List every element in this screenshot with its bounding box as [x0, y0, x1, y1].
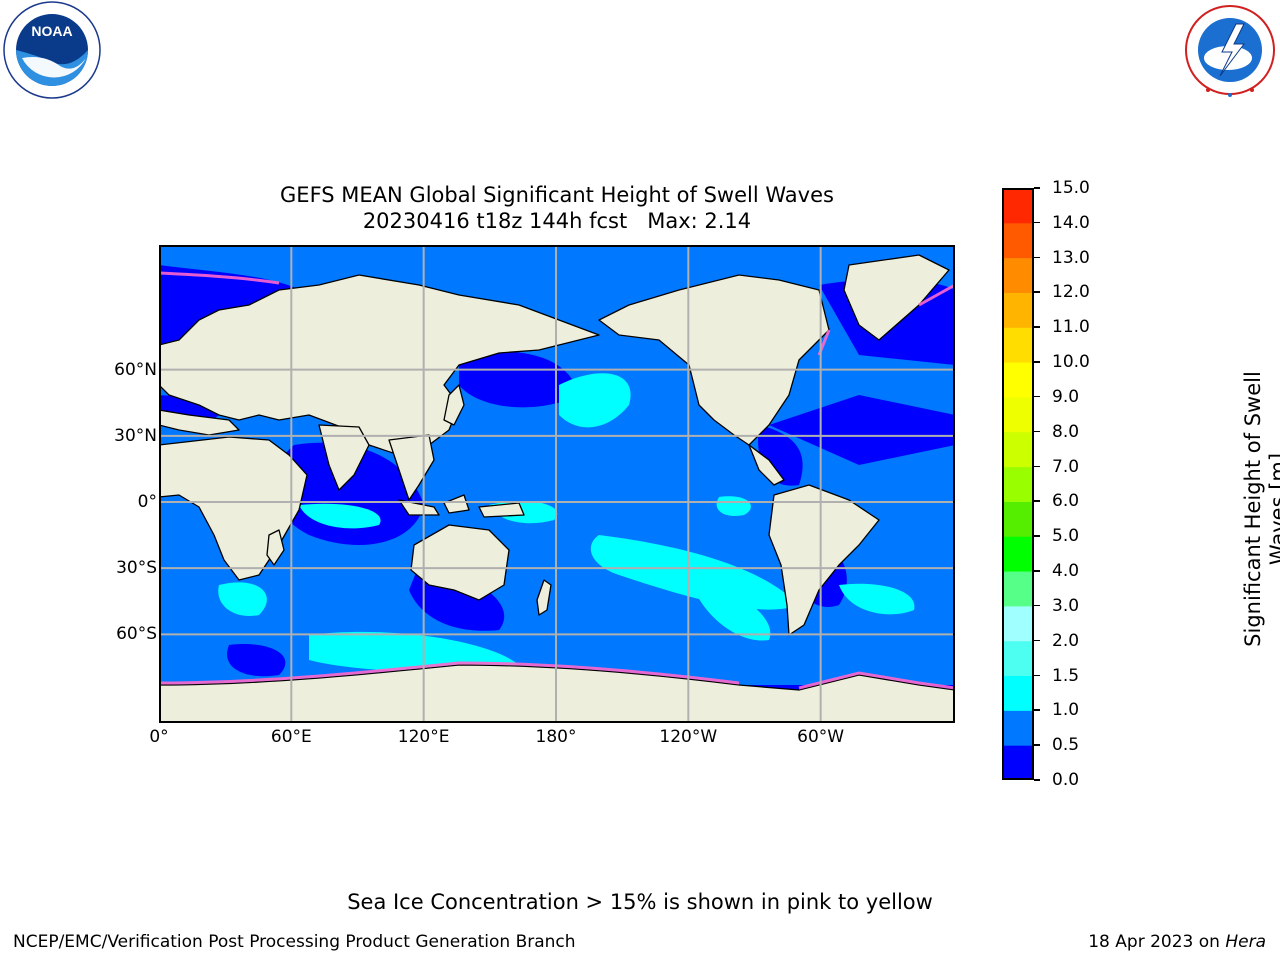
sea-ice: [160, 271, 954, 690]
footer-date-text: 18 Apr 2023: [1088, 932, 1194, 952]
colorbar-tick-label: 11.0: [1052, 317, 1090, 338]
lon-tick-label: 120°W: [659, 727, 718, 747]
colorbar-tick: [1034, 674, 1040, 677]
colorbar-tick-label: 9.0: [1052, 386, 1080, 407]
footer-host: Hera: [1225, 932, 1266, 952]
colorbar-title: Significant Height of Swell Waves [m]: [1056, 371, 1280, 647]
lat-tick-label: 30°S: [116, 558, 157, 579]
lat-tick-label: 30°N: [114, 425, 157, 446]
land-masses: [160, 254, 954, 722]
colorbar-tick-label: 5.0: [1052, 526, 1080, 547]
colorbar-tick: [1034, 291, 1040, 293]
colorbar-segment: [1002, 292, 1034, 328]
colorbar-tick: [1034, 256, 1040, 259]
colorbar-segment: [1002, 745, 1034, 780]
sea-ice-footnote: Sea Ice Concentration > 15% is shown in …: [347, 890, 933, 914]
colorbar-segment: [1002, 327, 1034, 363]
colorbar-tick: [1034, 500, 1040, 502]
colorbar-segment: [1002, 675, 1034, 711]
lat-tick-label: 60°N: [114, 359, 157, 380]
colorbar-tick-label: 14.0: [1052, 212, 1090, 233]
chart-subtitle: 20230416 t18z 144h fcst Max: 2.14: [362, 209, 752, 233]
lat-tick-label: 60°S: [116, 624, 157, 645]
colorbar-tick: [1034, 535, 1040, 537]
map-canvas: [159, 245, 955, 723]
map-border: [159, 245, 955, 723]
colorbar-tick: [1034, 361, 1040, 363]
lon-tick-label: 60°W: [797, 727, 845, 747]
colorbar-tick-label: 1.5: [1052, 665, 1080, 686]
colorbar-segment: [1002, 257, 1034, 293]
gridlines: [160, 246, 954, 722]
colorbar-segment: [1002, 188, 1034, 224]
svg-text:NOAA: NOAA: [31, 23, 72, 39]
lon-tick-label: 120°E: [397, 727, 450, 747]
colorbar-tick-label: 13.0: [1052, 247, 1090, 268]
lon-tick-label: 180°: [535, 727, 577, 747]
colorbar-border: [1002, 188, 1034, 780]
colorbar-title-line1: Significant Height of Swell: [1241, 371, 1265, 647]
colorbar-segment: [1002, 466, 1034, 502]
colorbar-tick-label: 10.0: [1052, 352, 1090, 373]
colorbar-tick: [1034, 639, 1040, 642]
colorbar-tick: [1034, 570, 1040, 572]
colorbar-segment: [1002, 222, 1034, 259]
colorbar-segment: [1002, 571, 1034, 607]
colorbar-tick-label: 3.0: [1052, 595, 1080, 616]
colorbar: [1002, 188, 1034, 780]
colorbar-tick: [1034, 744, 1040, 746]
colorbar-segment: [1002, 362, 1034, 398]
colorbar-tick: [1034, 604, 1040, 607]
colorbar-tick: [1034, 465, 1040, 468]
footer-date: 18 Apr 2023 on Hera: [1088, 932, 1266, 952]
colorbar-tick: [1034, 779, 1040, 781]
lon-tick-label: 0°: [149, 727, 169, 747]
swell-high-regions: [218, 373, 915, 672]
colorbar-title-line2: Waves [m]: [1266, 452, 1280, 566]
colorbar-segment: [1002, 501, 1034, 537]
colorbar-tick-label: 1.0: [1052, 700, 1080, 721]
colorbar-tick-label: 4.0: [1052, 561, 1080, 582]
colorbar-segment: [1002, 710, 1034, 746]
chart-title: GEFS MEAN Global Significant Height of S…: [280, 183, 834, 207]
colorbar-tick-label: 15.0: [1052, 178, 1090, 198]
colorbar-tick: [1034, 395, 1040, 398]
colorbar-tick: [1034, 326, 1040, 328]
nws-logo: [1178, 0, 1280, 100]
colorbar-tick-label: 2.0: [1052, 630, 1080, 651]
colorbar-tick-label: 7.0: [1052, 456, 1080, 477]
lat-tick-label: 0°: [137, 492, 157, 512]
colorbar-segment: [1002, 431, 1034, 468]
colorbar-tick-label: 6.0: [1052, 491, 1080, 512]
colorbar-tick-label: 0.5: [1052, 735, 1080, 756]
colorbar-tick: [1034, 430, 1040, 433]
colorbar-segment: [1002, 605, 1034, 642]
map-panel: [159, 245, 955, 723]
colorbar-tick-label: 12.0: [1052, 282, 1090, 303]
colorbar-tick: [1034, 187, 1040, 189]
footer-branch: NCEP/EMC/Verification Post Processing Pr…: [13, 932, 576, 952]
colorbar-tick-label: 0.0: [1052, 770, 1080, 790]
colorbar-segment: [1002, 640, 1034, 677]
colorbar-tick-label: 8.0: [1052, 421, 1080, 442]
colorbar-segment: [1002, 536, 1034, 572]
lon-tick-label: 60°E: [270, 727, 312, 747]
colorbar-tick: [1034, 709, 1040, 711]
noaa-logo: NOAA: [0, 0, 104, 100]
colorbar-tick: [1034, 221, 1040, 224]
footer-on-text: on: [1193, 932, 1226, 952]
colorbar-segment: [1002, 396, 1034, 433]
